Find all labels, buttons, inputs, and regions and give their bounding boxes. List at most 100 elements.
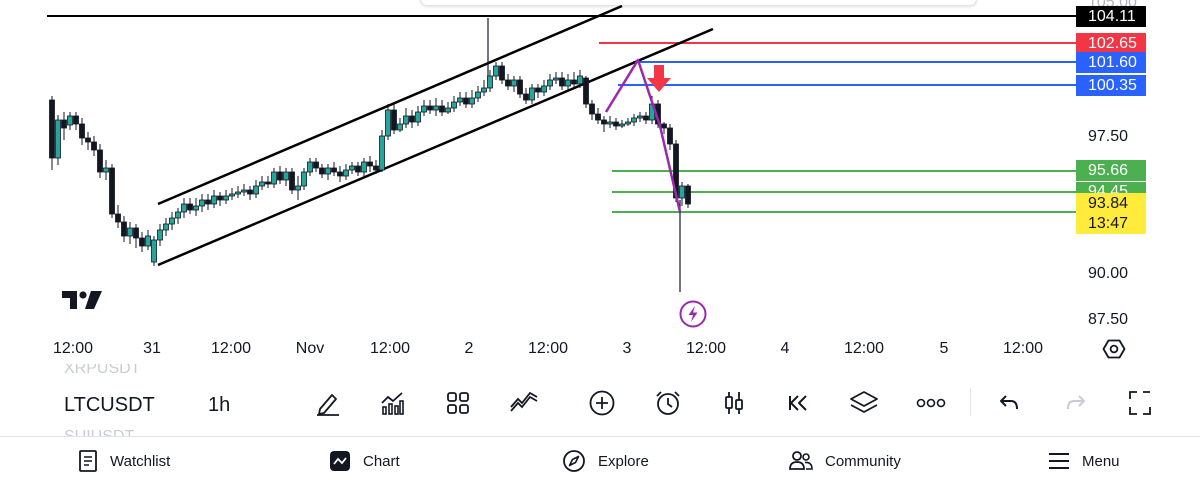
candle-up: [397, 123, 403, 131]
redo-button[interactable]: [1058, 386, 1094, 420]
more-icon: [916, 398, 946, 408]
chart-type-button[interactable]: [716, 386, 752, 420]
candle-up: [553, 77, 559, 81]
nav-menu[interactable]: Menu: [1048, 449, 1120, 473]
compass-icon: [563, 450, 585, 472]
candle-down: [517, 79, 523, 95]
candle-down: [595, 113, 601, 121]
price-badge-blue-line-2: 100.35: [1076, 75, 1146, 96]
layout-button[interactable]: [440, 386, 476, 420]
more-button[interactable]: [913, 386, 949, 420]
candle-up: [193, 205, 199, 211]
alert-button[interactable]: [650, 386, 686, 420]
candle-down: [73, 115, 79, 125]
objects-tree-button[interactable]: [846, 386, 882, 420]
candle-up: [481, 87, 487, 93]
candle-up: [253, 185, 259, 195]
candle-down: [109, 167, 115, 215]
undo-button[interactable]: [991, 386, 1027, 420]
candle-up: [151, 239, 157, 263]
symbol-name[interactable]: LTCUSDT: [64, 394, 155, 416]
candle-up: [385, 109, 391, 137]
candle-up: [169, 217, 175, 225]
candle-down: [427, 105, 433, 111]
nav-chart[interactable]: Chart: [329, 449, 400, 473]
candle-down: [523, 93, 529, 101]
symbol-prev: XRPUSDT: [64, 364, 141, 377]
time-label: 12:00: [527, 340, 569, 357]
candle-up: [349, 165, 355, 171]
candle-up: [433, 105, 439, 111]
candle-up: [145, 235, 151, 247]
lightning-icon[interactable]: [678, 299, 708, 329]
candle-up: [163, 223, 169, 231]
price-label-top: 105.00: [1088, 0, 1137, 12]
candle-down: [571, 79, 577, 85]
candle-down: [391, 109, 397, 131]
chart-canvas[interactable]: [0, 0, 1200, 370]
undo-icon: [1000, 395, 1018, 410]
symbol-list-prev[interactable]: XRPUSDT 30m: [64, 364, 140, 378]
symbol-list-next[interactable]: SUIUSDT 4h: [64, 426, 134, 436]
price-label: 90.00: [1088, 265, 1129, 282]
candle-up: [295, 185, 301, 191]
candle-down: [535, 87, 541, 93]
fullscreen-icon: [1129, 391, 1151, 415]
candle-down: [643, 115, 649, 121]
candle-up: [361, 161, 367, 173]
chart-icon: [330, 451, 350, 471]
candle-down: [265, 181, 271, 185]
nav-community[interactable]: Community: [789, 449, 901, 473]
candle-up: [679, 185, 685, 199]
price-badge-green-line-1: 95.66: [1076, 160, 1146, 181]
grid-icon: [447, 392, 469, 414]
drawing-tools-button[interactable]: [506, 386, 542, 420]
candle-up: [403, 115, 409, 125]
channel-lower-line: [157, 27, 714, 267]
replay-button[interactable]: [780, 386, 816, 420]
indicators-button[interactable]: [374, 386, 410, 420]
candle-down: [667, 127, 673, 145]
candle-up: [451, 101, 457, 109]
add-button[interactable]: [584, 386, 620, 420]
candle-down: [289, 171, 295, 191]
time-label: Nov: [295, 340, 325, 357]
time-label: 12:00: [843, 340, 885, 357]
time-label: 12:00: [369, 340, 411, 357]
candle-up: [475, 91, 481, 99]
candle-down: [559, 77, 565, 87]
price-badge-green-line-2: 94.45: [1076, 182, 1146, 194]
pencil-button[interactable]: [310, 386, 346, 420]
channel-upper-line: [157, 4, 623, 206]
candle-down: [277, 171, 283, 181]
plus-circle-icon: [589, 390, 615, 416]
candle-up: [565, 79, 571, 87]
chart-settings-icon[interactable]: [1102, 337, 1126, 361]
candle-down: [439, 105, 445, 113]
nav-watchlist[interactable]: Watchlist: [78, 449, 170, 473]
chart-area[interactable]: 105.00 104.11 102.65 101.60 100.35 97.50…: [0, 0, 1200, 370]
price-label: 97.50: [1088, 128, 1129, 145]
price-badge-current: 93.84: [1076, 193, 1146, 214]
candle-down: [463, 97, 469, 105]
interval-selector[interactable]: 1h: [208, 394, 231, 416]
candle-down: [409, 115, 415, 123]
candle-up: [283, 171, 289, 181]
nav-explore[interactable]: Explore: [562, 449, 649, 473]
rewind-icon: [789, 395, 807, 411]
candle-up: [343, 169, 349, 177]
candle-down: [91, 141, 97, 151]
candle-down: [367, 161, 373, 167]
candle-down: [97, 149, 103, 173]
toolbar-divider: [970, 388, 971, 416]
candle-up: [157, 229, 163, 241]
candle-down: [133, 227, 139, 239]
price-badge-red-line: 102.65: [1076, 33, 1146, 54]
candle-down: [685, 185, 691, 205]
time-label: 3: [622, 340, 632, 357]
candle-down: [217, 195, 223, 201]
candle-up: [619, 123, 625, 127]
fullscreen-button[interactable]: [1122, 386, 1158, 420]
candle-down: [499, 65, 505, 81]
candle-down: [355, 165, 361, 173]
